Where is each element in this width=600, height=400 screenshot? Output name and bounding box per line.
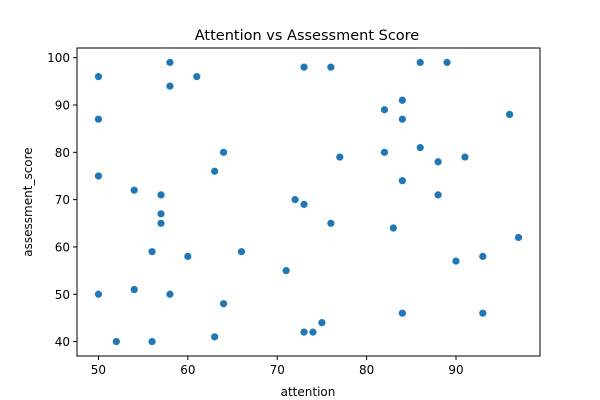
x-axis-ticks: 50 60 70 80 90 (91, 356, 464, 377)
data-point (398, 309, 406, 317)
x-tick-label: 60 (180, 363, 195, 377)
data-point (130, 285, 138, 294)
data-points (94, 58, 523, 346)
data-point (443, 58, 451, 67)
data-point (479, 252, 487, 261)
y-tick-label: 60 (55, 240, 70, 254)
data-point (211, 167, 219, 175)
data-point (157, 210, 165, 218)
data-point (219, 148, 228, 156)
data-point (282, 267, 290, 275)
chart-title: Attention vs Assessment Score (195, 28, 420, 44)
data-point (309, 328, 317, 336)
x-tick-label: 90 (448, 363, 463, 377)
data-point (94, 115, 103, 123)
data-point (336, 153, 344, 161)
data-point (148, 337, 156, 346)
data-point (166, 82, 174, 90)
data-point (479, 309, 487, 317)
x-tick-label: 80 (359, 363, 374, 377)
data-point (327, 219, 335, 227)
data-point (157, 219, 165, 227)
data-point (398, 96, 406, 104)
y-tick-label: 80 (55, 146, 70, 160)
y-tick-label: 40 (55, 335, 70, 349)
data-point (112, 337, 120, 346)
data-point (237, 248, 246, 256)
data-point (327, 63, 335, 71)
y-axis-ticks: 40 50 60 70 80 90 100 (47, 51, 77, 349)
data-point (416, 58, 424, 67)
data-point (148, 248, 156, 256)
y-tick-label: 50 (55, 288, 70, 302)
data-point (94, 172, 103, 180)
data-point (211, 333, 219, 341)
data-point (219, 300, 228, 308)
x-tick-label: 50 (91, 363, 106, 377)
data-point (166, 290, 174, 298)
x-axis-label: attention (281, 385, 336, 399)
y-tick-label: 70 (55, 193, 70, 207)
data-point (291, 196, 299, 204)
data-point (380, 106, 389, 114)
data-point (434, 191, 442, 199)
data-point (416, 143, 424, 152)
y-axis-label: assessment_score (21, 147, 35, 256)
data-point (514, 233, 523, 242)
y-tick-label: 90 (55, 99, 70, 113)
data-point (398, 177, 406, 185)
data-point (318, 319, 326, 327)
data-point (94, 290, 103, 298)
data-point (166, 58, 174, 67)
data-point (434, 158, 442, 166)
data-point (157, 191, 165, 199)
data-point (452, 257, 460, 265)
data-point (380, 148, 389, 156)
data-point (94, 73, 103, 81)
data-point (506, 110, 514, 119)
data-point (398, 115, 406, 123)
data-point (130, 186, 138, 194)
data-point (300, 200, 308, 208)
plot-frame (76, 47, 541, 357)
x-tick-label: 70 (270, 363, 285, 377)
data-point (461, 153, 469, 161)
data-point (184, 252, 192, 261)
data-point (389, 224, 398, 232)
data-point (300, 328, 308, 336)
y-tick-label: 100 (47, 51, 70, 65)
data-point (300, 63, 308, 71)
data-point (193, 73, 201, 81)
